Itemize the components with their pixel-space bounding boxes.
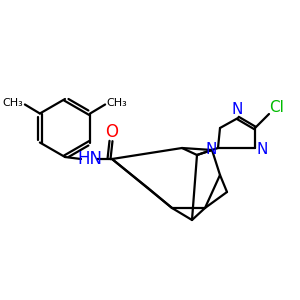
Text: HN: HN bbox=[77, 150, 103, 168]
Text: N: N bbox=[205, 142, 217, 157]
Text: CH₃: CH₃ bbox=[2, 98, 23, 109]
Text: Cl: Cl bbox=[270, 100, 284, 116]
Text: CH₃: CH₃ bbox=[107, 98, 128, 109]
Text: O: O bbox=[106, 123, 118, 141]
Text: N: N bbox=[256, 142, 268, 157]
Text: N: N bbox=[231, 103, 243, 118]
